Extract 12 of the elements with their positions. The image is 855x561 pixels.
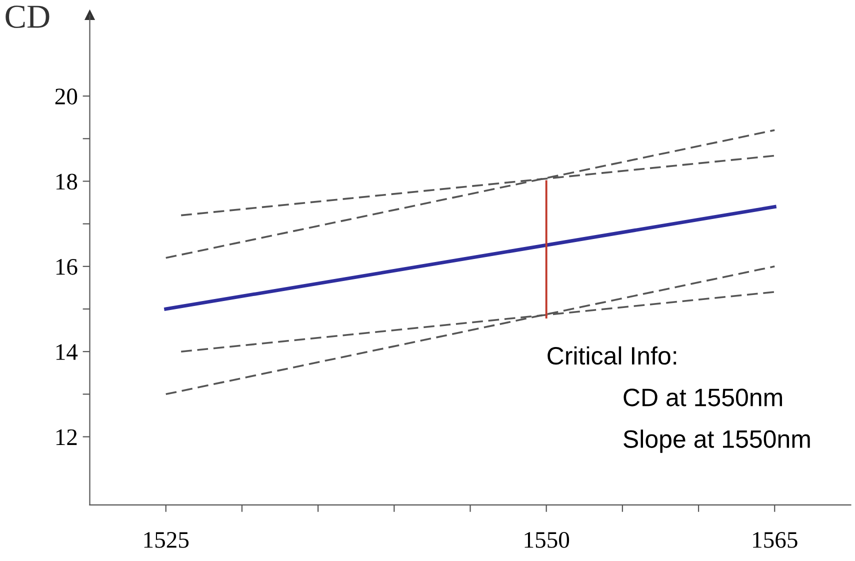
x-tick-label: 1550 [524, 532, 570, 548]
y-tick-label: 16 [56, 258, 78, 275]
x-tick-label: 1565 [753, 532, 798, 548]
x-tick-label: 1525 [144, 532, 189, 548]
y-tick-label: 20 [55, 88, 78, 104]
y-tick-label: 14 [56, 344, 78, 360]
y-tick-label: 18 [56, 174, 78, 190]
annotation: CD at 1550nm [624, 388, 782, 406]
y-axis-title: CD [6, 6, 50, 28]
annotation: Slope at 1550nm [624, 430, 810, 453]
annotation: Critical Info: [548, 346, 676, 365]
y-tick-label: 12 [56, 429, 77, 445]
